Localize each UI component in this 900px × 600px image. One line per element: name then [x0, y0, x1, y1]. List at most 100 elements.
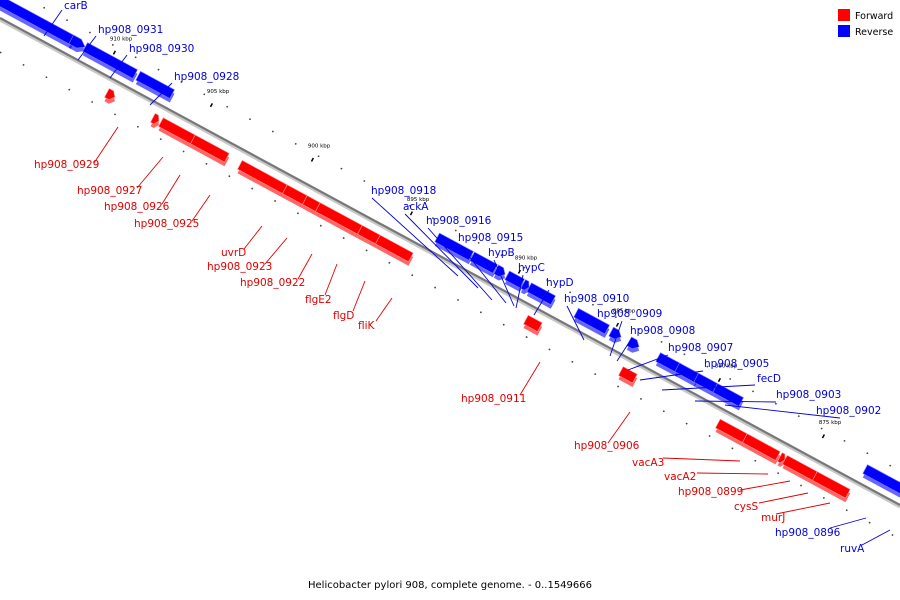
gene-body [190, 134, 230, 163]
leader-line-cysS [758, 492, 809, 504]
gene-hypC[interactable] [526, 282, 556, 309]
gene-hp908_0925[interactable] [190, 134, 230, 167]
gene-uvrD[interactable] [237, 159, 288, 198]
gene-label-flgE2: flgE2 [305, 294, 332, 306]
leader-line-hp908_0930 [109, 54, 128, 79]
scale-tick [615, 322, 620, 327]
guide-dot [45, 76, 48, 79]
guide-dot [546, 279, 549, 281]
guide-dot [274, 200, 276, 202]
leader-line-hp908_0923 [264, 237, 288, 265]
gene-label-hypC: hypC [518, 262, 545, 274]
leader-line-ruvA [861, 529, 891, 546]
guide-dot [729, 378, 732, 380]
scale-tick [310, 157, 315, 162]
guide-dot [614, 316, 617, 319]
scale-tick [112, 50, 117, 55]
gene-hp908_0929[interactable] [104, 88, 116, 104]
guide-dot [157, 68, 160, 71]
backbone-shadow [0, 18, 900, 509]
leader-line-hp908_0903 [694, 400, 777, 403]
guide-dot [775, 402, 777, 405]
leader-line-hp908_0918 [371, 197, 459, 277]
gene-hp908_0908[interactable] [626, 336, 640, 353]
guide-dot [866, 452, 869, 455]
guide-dot [706, 365, 709, 368]
leader-line-hypD [533, 289, 550, 316]
guide-dot [297, 212, 299, 215]
gene-hp908_0896[interactable] [862, 464, 900, 506]
gene-label-fliK: fliK [358, 320, 376, 332]
gene-hp908_0909[interactable] [608, 326, 622, 343]
gene-hp908_0928[interactable] [135, 70, 175, 103]
leader-line-fecD [661, 384, 756, 391]
gene-hp908_0930[interactable] [82, 42, 138, 83]
gene-hp908_0918[interactable] [434, 232, 474, 265]
guide-dot [0, 51, 2, 54]
leader-line-murJ [775, 502, 831, 515]
guide-dot [432, 217, 434, 220]
gene-hp908_0906[interactable] [618, 366, 638, 387]
gene-label-fecD: fecD [757, 373, 781, 385]
gene-body [526, 282, 556, 306]
guide-dot [548, 348, 551, 351]
gene-label-uvrD: uvrD [221, 247, 246, 259]
gene-label-hp908_0927: hp908_0927 [77, 185, 142, 197]
guide-dot [777, 472, 780, 475]
gene-body [104, 88, 116, 101]
gene-vacA2[interactable] [742, 433, 781, 465]
legend: Forward Reverse [838, 9, 893, 38]
scale-tick-label: 880 kbp [715, 364, 738, 370]
guide-dot [342, 237, 345, 239]
gene-murJ[interactable] [812, 471, 851, 503]
gene-label-hp908_0918: hp908_0918 [371, 185, 436, 197]
guide-dot [479, 311, 482, 314]
gene-hp908_0910[interactable] [573, 307, 610, 338]
guide-dot [683, 353, 686, 356]
gene-hp908_0911[interactable] [523, 314, 543, 336]
scale-tick [209, 102, 214, 108]
gene-label-hp908_0902: hp908_0902 [816, 405, 881, 417]
legend-label-forward: Forward [855, 11, 893, 22]
guide-dot [319, 224, 322, 227]
gene-flgE2[interactable] [315, 202, 363, 239]
guide-dot [114, 113, 116, 116]
gene-label-hp908_0911: hp908_0911 [461, 393, 526, 405]
gene-label-vacA3: vacA3 [632, 457, 664, 469]
guide-dot [662, 410, 665, 413]
guide-dot [731, 447, 734, 450]
gene-hp908_0931[interactable] [68, 34, 86, 53]
gene-fliK[interactable] [375, 234, 414, 266]
leader-line-vacA3 [662, 457, 741, 462]
guide-dot [340, 167, 343, 170]
guide-dot [111, 44, 114, 46]
scale-tick-label: 905 kbp [207, 89, 230, 95]
gene-hp908_0927[interactable] [150, 112, 160, 128]
gene-body [135, 70, 175, 99]
gene-label-hp908_0910: hp908_0910 [564, 293, 629, 305]
guide-dot [136, 125, 139, 128]
gene-hp908_0915[interactable] [504, 270, 525, 292]
scale-tick [717, 377, 722, 383]
guide-dot [182, 150, 185, 153]
gene-ackA[interactable] [469, 251, 498, 278]
leader-line-hp908_0927 [136, 156, 164, 189]
guide-dot [800, 484, 802, 487]
guide-dot [502, 323, 505, 326]
gene-body [862, 464, 900, 494]
gene-label-hp908_0928: hp908_0928 [174, 71, 239, 83]
guide-dot [317, 155, 320, 158]
gene-hp908_0916[interactable] [493, 264, 506, 281]
leader-line-hp908_0908 [616, 337, 633, 362]
gene-body [777, 452, 786, 464]
leader-line-flgE2 [324, 263, 338, 296]
guide-dot [134, 56, 137, 59]
label-leader-lines [43, 9, 891, 546]
guide-dot [363, 180, 366, 182]
guide-dot [180, 81, 183, 83]
gene-label-vacA2: vacA2 [664, 471, 696, 483]
guide-dot [525, 336, 528, 338]
gene-label-hp908_0925: hp908_0925 [134, 218, 199, 230]
guide-dot [454, 229, 457, 232]
legend-label-reverse: Reverse [855, 27, 893, 38]
